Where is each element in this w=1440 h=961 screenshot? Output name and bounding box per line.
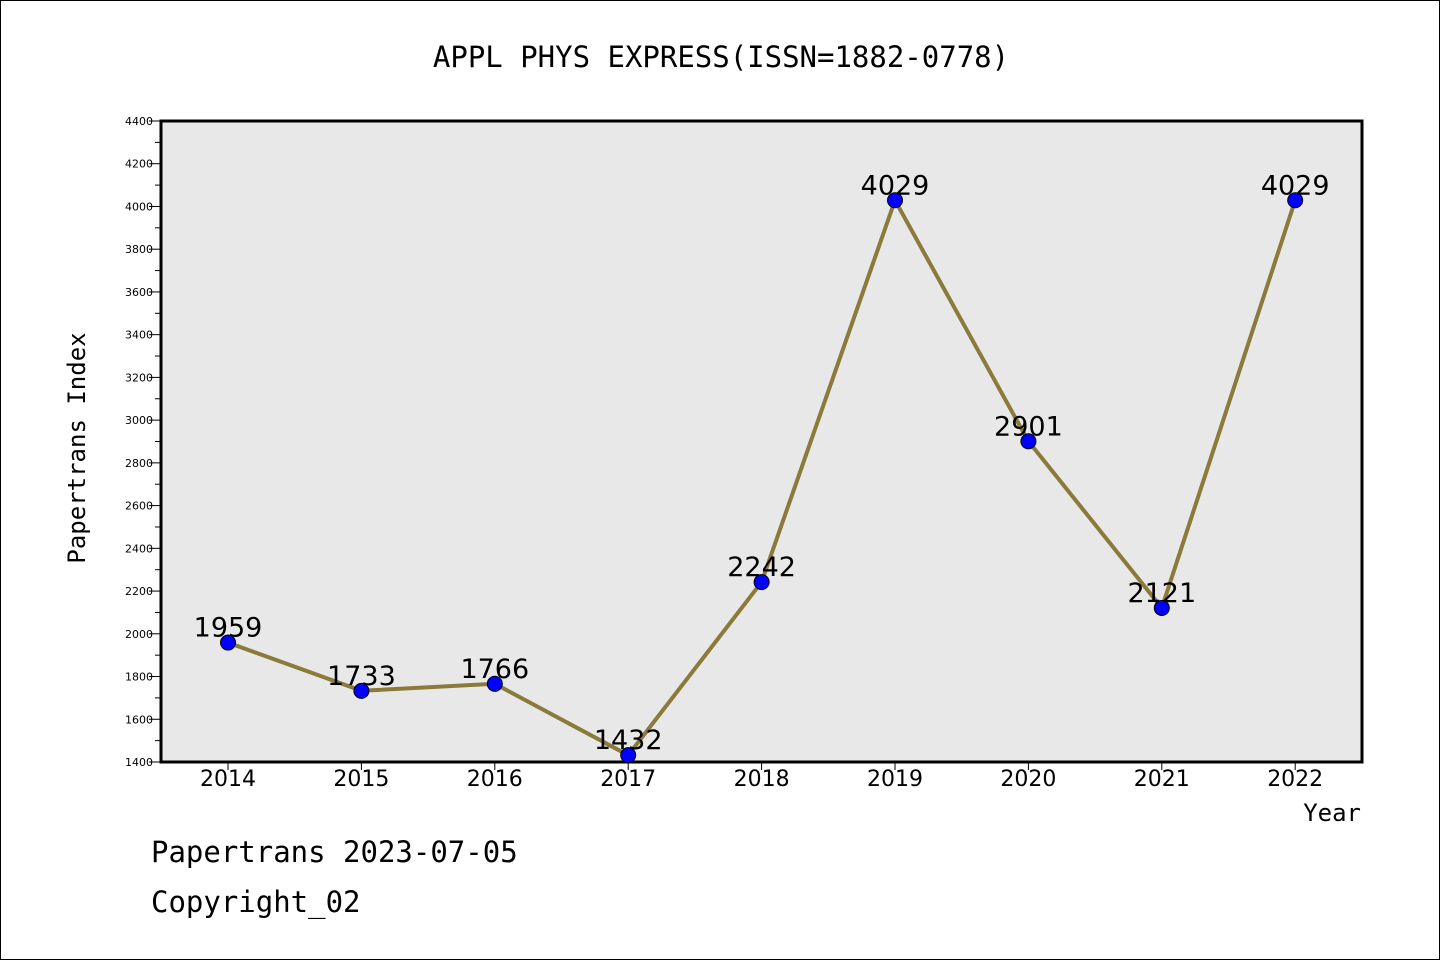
y-tick-label: 1400 <box>125 756 153 769</box>
x-tick-label: 2014 <box>200 767 256 792</box>
y-tick-label: 3400 <box>125 329 153 342</box>
x-tick-label: 2017 <box>600 767 656 792</box>
data-label: 4029 <box>1261 170 1330 201</box>
y-tick-label: 3000 <box>125 414 153 427</box>
data-label: 2901 <box>994 411 1063 442</box>
chart-title: APPL PHYS EXPRESS(ISSN=1882-0778) <box>433 40 1009 74</box>
x-tick-label: 2021 <box>1134 767 1190 792</box>
y-tick-label: 2600 <box>125 500 153 513</box>
footer-date: Papertrans 2023-07-05 <box>151 835 518 869</box>
x-tick-label: 2015 <box>333 767 389 792</box>
data-point <box>220 634 236 651</box>
y-tick-label: 3200 <box>125 371 153 384</box>
x-tick-label: 2018 <box>734 767 790 792</box>
data-point <box>1153 599 1170 616</box>
x-axis: 2014 2015 2016 2017 2018 2019 2020 2021 2022 <box>200 762 1323 792</box>
x-axis-label: Year <box>1303 799 1361 827</box>
y-tick-label: 2400 <box>125 542 153 555</box>
data-label: 2242 <box>727 552 796 583</box>
y-tick-label: 2200 <box>125 585 153 598</box>
data-point <box>1287 192 1304 209</box>
data-label: 2121 <box>1127 578 1196 609</box>
data-points <box>220 192 1304 764</box>
y-tick-label: 3600 <box>125 286 153 299</box>
data-point <box>353 682 370 699</box>
x-tick-label: 2016 <box>467 767 523 792</box>
y-axis-label: Papertrans Index <box>63 332 91 563</box>
y-tick-label: 3800 <box>125 243 153 256</box>
y-tick-label: 4000 <box>125 200 153 213</box>
data-point <box>1020 433 1037 450</box>
data-point <box>753 574 770 591</box>
y-tick-label: 4400 <box>125 115 153 128</box>
data-label: 1959 <box>194 613 263 644</box>
plot-area <box>159 119 1364 764</box>
data-point <box>486 675 503 692</box>
data-label: 1432 <box>594 725 663 756</box>
data-label: 1733 <box>327 661 396 692</box>
y-tick-label: 4200 <box>125 158 153 171</box>
y-axis: 1400 1600 1800 2000 2200 2400 2600 2800 3000 3200… <box>125 115 161 769</box>
x-tick-label: 2020 <box>1000 767 1056 792</box>
y-tick-label: 2800 <box>125 457 153 470</box>
x-tick-label: 2022 <box>1267 767 1323 792</box>
data-label: 4029 <box>861 170 930 201</box>
y-tick-label: 2000 <box>125 628 153 641</box>
x-tick-label: 2019 <box>867 767 923 792</box>
data-labels: 1959 1733 1766 1432 2242 4029 2901 2121 4029 <box>194 170 1330 756</box>
footer-copyright: Copyright_02 <box>151 885 361 919</box>
y-tick-label: 1800 <box>125 671 153 684</box>
data-point <box>620 747 637 764</box>
data-point <box>887 192 903 209</box>
y-tick-label: 1600 <box>125 713 153 726</box>
data-label: 1766 <box>460 654 529 685</box>
